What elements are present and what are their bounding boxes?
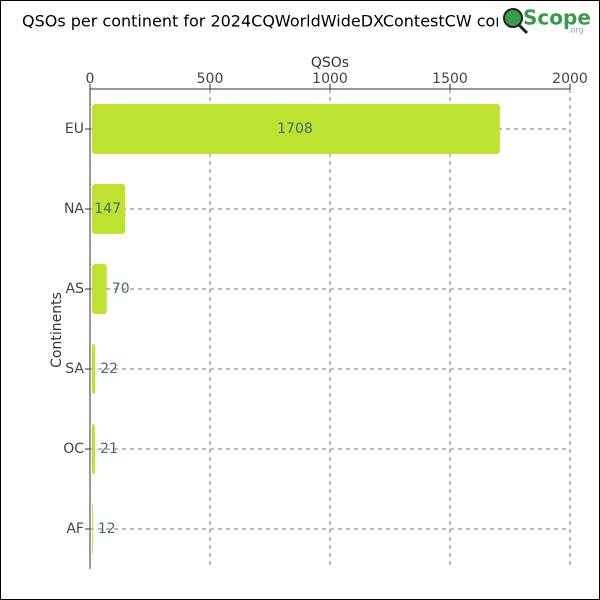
y-tick-label: SA: [65, 361, 84, 377]
logo-lens: [503, 8, 523, 28]
y-tick-label: AS: [66, 281, 85, 297]
chart-title: QSOs per continent for 2024CQWorldWideDX…: [22, 12, 533, 31]
bar: [92, 264, 107, 314]
logo-suffix: .org: [568, 26, 584, 35]
y-tick-label: OC: [63, 441, 84, 457]
y-tick-label: NA: [64, 201, 84, 217]
value-label: 1708: [277, 121, 313, 137]
bar: [92, 184, 126, 234]
x-tick-label: 1000: [312, 71, 348, 87]
x-tick-label: 2000: [552, 71, 588, 87]
bar: [92, 504, 93, 554]
y-axis-label: Continents: [49, 292, 65, 368]
y-tick-label: EU: [65, 121, 84, 137]
x-tick-label: 500: [197, 71, 224, 87]
value-label: 70: [112, 281, 130, 297]
logo-text: Scope: [523, 6, 591, 30]
x-axis-label: QSOs: [311, 55, 349, 71]
value-label: 22: [100, 361, 118, 377]
bar: [92, 424, 96, 474]
x-tick-label: 0: [86, 71, 95, 87]
logo: Scope .org: [498, 4, 594, 38]
bar: [92, 344, 96, 394]
value-label: 21: [100, 441, 118, 457]
bar: [92, 104, 500, 154]
y-tick-label: AF: [66, 521, 84, 537]
logo-handle: [517, 23, 529, 35]
value-label: 12: [98, 521, 116, 537]
x-tick-label: 1500: [432, 71, 468, 87]
value-label: 147: [94, 201, 121, 217]
